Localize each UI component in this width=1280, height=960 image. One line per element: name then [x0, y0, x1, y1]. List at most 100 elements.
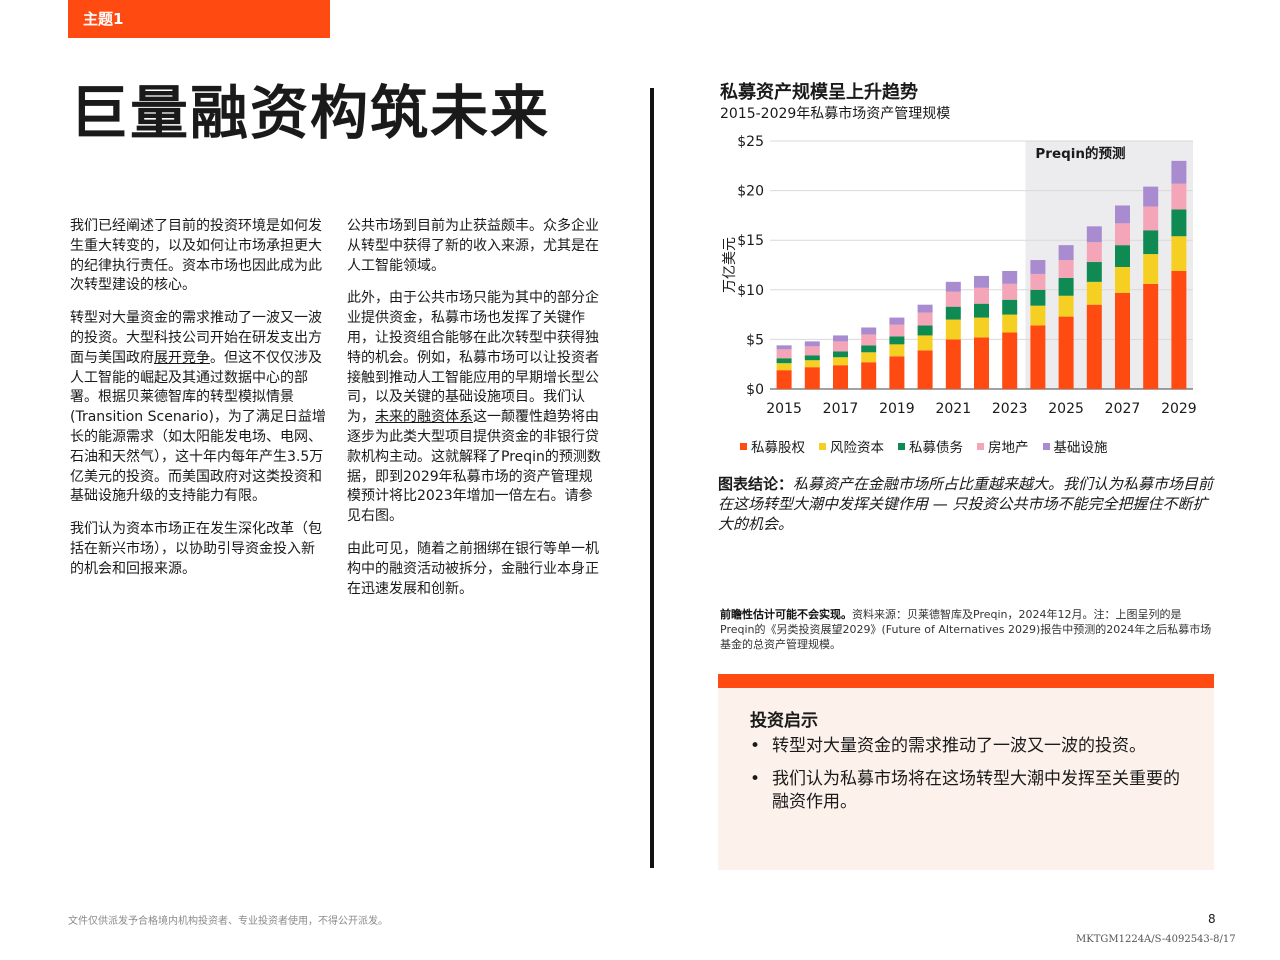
bar-segment [917, 350, 933, 389]
bar-segment [1171, 160, 1187, 184]
bar-segment [1115, 266, 1130, 293]
bar-segment [1086, 281, 1102, 305]
bar-segment [1030, 273, 1046, 290]
bar-segment [1115, 245, 1130, 267]
bar-segment [1086, 304, 1102, 389]
financing-system-link[interactable]: 未来的融资体系 [375, 409, 473, 426]
bar-segment [1030, 260, 1046, 274]
legend-swatch [819, 442, 826, 450]
bar-segment [974, 275, 989, 288]
bar-segment [1143, 230, 1159, 255]
bar-segment [1143, 206, 1159, 231]
bar-segment [1143, 186, 1159, 207]
bar-segment [804, 360, 820, 368]
takeaway-box: 投资启示 转型对大量资金的需求推动了一波又一波的投资。 我们认为私募市场将在这场… [718, 688, 1214, 870]
takeaway-accent-bar [718, 674, 1214, 688]
conclusion-text: 私募资产在金融市场所占比重越来越大。我们认为私募市场目前在这场转型大潮中发挥关键… [718, 475, 1214, 533]
bar-segment [889, 336, 905, 345]
bar-segment [833, 365, 848, 389]
bar-segment [776, 345, 792, 350]
page-title: 巨量融资构筑未来 [70, 79, 551, 147]
bar-segment [776, 363, 792, 371]
bar-segment [1171, 209, 1187, 237]
takeaway-title: 投资启示 [750, 711, 818, 731]
x-tick-label: 2021 [935, 401, 971, 417]
bar-segment [833, 351, 848, 358]
legend-item: 私募债务 [898, 436, 963, 456]
bar-segment [861, 327, 877, 335]
legend-item: 风险资本 [819, 436, 884, 456]
vertical-divider [650, 88, 654, 868]
bar-segment [1058, 295, 1074, 317]
competition-link[interactable]: 展开竞争 [154, 349, 210, 366]
bar-segment [776, 370, 792, 389]
document-code: MKTGM1224A/S-4092543-8/17 [1076, 934, 1236, 945]
list-item: 转型对大量资金的需求推动了一波又一波的投资。 [750, 735, 1194, 758]
y-tick-label: $25 [737, 134, 764, 150]
bar-segment [861, 352, 877, 363]
y-tick-label: $5 [746, 332, 764, 348]
x-tick-label: 2015 [766, 401, 802, 417]
bar-segment [1058, 316, 1074, 389]
bar-segment [833, 341, 848, 352]
legend-label: 私募债务 [909, 440, 963, 456]
list-item: 我们认为私募市场将在这场转型大潮中发挥至关重要的融资作用。 [750, 768, 1194, 814]
x-tick-label: 2017 [823, 401, 859, 417]
bar-segment [889, 317, 905, 325]
bar-segment [1115, 205, 1130, 224]
x-tick-label: 2029 [1161, 401, 1197, 417]
bar-segment [945, 306, 961, 320]
bar-segment [945, 281, 961, 292]
bar-segment [1171, 183, 1187, 210]
bar-segment [1143, 283, 1159, 389]
legend-swatch [740, 442, 747, 450]
bar-segment [974, 317, 989, 338]
bar-segment [1086, 226, 1102, 243]
bar-segment [917, 335, 933, 351]
legend-label: 基础设施 [1053, 440, 1108, 456]
paragraph: 转型对大量资金的需求推动了一波又一波的投资。大型科技公司开始在研发支出方面与美国… [70, 310, 326, 505]
bar-segment [974, 337, 989, 389]
bar-segment [804, 341, 820, 347]
forecast-region [1025, 141, 1193, 389]
bar-segment [1002, 283, 1018, 300]
chart-conclusion: 图表结论：私募资产在金融市场所占比重越来越大。我们认为私募市场目前在这场转型大潮… [718, 474, 1218, 534]
forecast-label: Preqin的预测 [1035, 145, 1125, 162]
paragraph: 此外，由于公共市场只能为其中的部分企业提供资金，私募市场也发挥了关键作用，让投资… [347, 290, 601, 525]
legend-label: 私募股权 [751, 440, 805, 456]
bar-segment [945, 291, 961, 307]
legend-swatch [977, 442, 984, 450]
bar-segment [917, 304, 933, 313]
disclaimer: 前瞻性估计可能不会实现。 [720, 608, 852, 621]
page-number: 8 [1208, 912, 1216, 926]
bar-segment [1002, 332, 1018, 389]
paragraph: 由此可见，随着之前捆绑在银行等单一机构中的融资活动被拆分，金融行业本身正在迅速发… [347, 540, 599, 597]
bar-segment [1058, 260, 1074, 278]
stacked-bar-chart: Preqin的预测 $0 $5 $10 $15 $20 $25 万亿美元 2015 2017 201… [722, 134, 1197, 417]
bar-segment [1058, 245, 1074, 261]
bar-segment [889, 344, 905, 357]
bar-segment [974, 287, 989, 304]
bar-segment [861, 334, 877, 346]
bar-segment [1143, 254, 1159, 284]
y-tick-label: $0 [746, 382, 764, 398]
legend-swatch [1042, 442, 1050, 450]
paragraph: 公共市场到目前为止获益颇丰。众多企业从转型中获得了新的收入来源，尤其是在人工智能… [347, 218, 599, 274]
legend-label: 房地产 [988, 440, 1029, 456]
bar-segment [917, 325, 933, 336]
bar-segment [889, 356, 905, 389]
y-tick-label: $10 [737, 283, 764, 299]
y-axis-label: 万亿美元 [722, 237, 738, 293]
body-column-right: 公共市场到目前为止获益颇丰。众多企业从转型中获得了新的收入来源，尤其是在人工智能… [347, 217, 603, 612]
chart-subtitle: 2015-2029年私募市场资产管理规模 [720, 106, 951, 122]
takeaway-list: 转型对大量资金的需求推动了一波又一波的投资。 我们认为私募市场将在这场转型大潮中… [750, 735, 1194, 814]
bar-segment [1115, 292, 1130, 389]
bar-segment [889, 324, 905, 337]
bar-segment [1030, 289, 1046, 306]
topic-tab: 主题1 [68, 0, 330, 38]
bar-segment [945, 319, 961, 340]
legend-label: 风险资本 [830, 440, 884, 456]
bar-segment [833, 335, 848, 342]
bar-segment [1086, 242, 1102, 263]
bar-segment [1002, 270, 1018, 284]
